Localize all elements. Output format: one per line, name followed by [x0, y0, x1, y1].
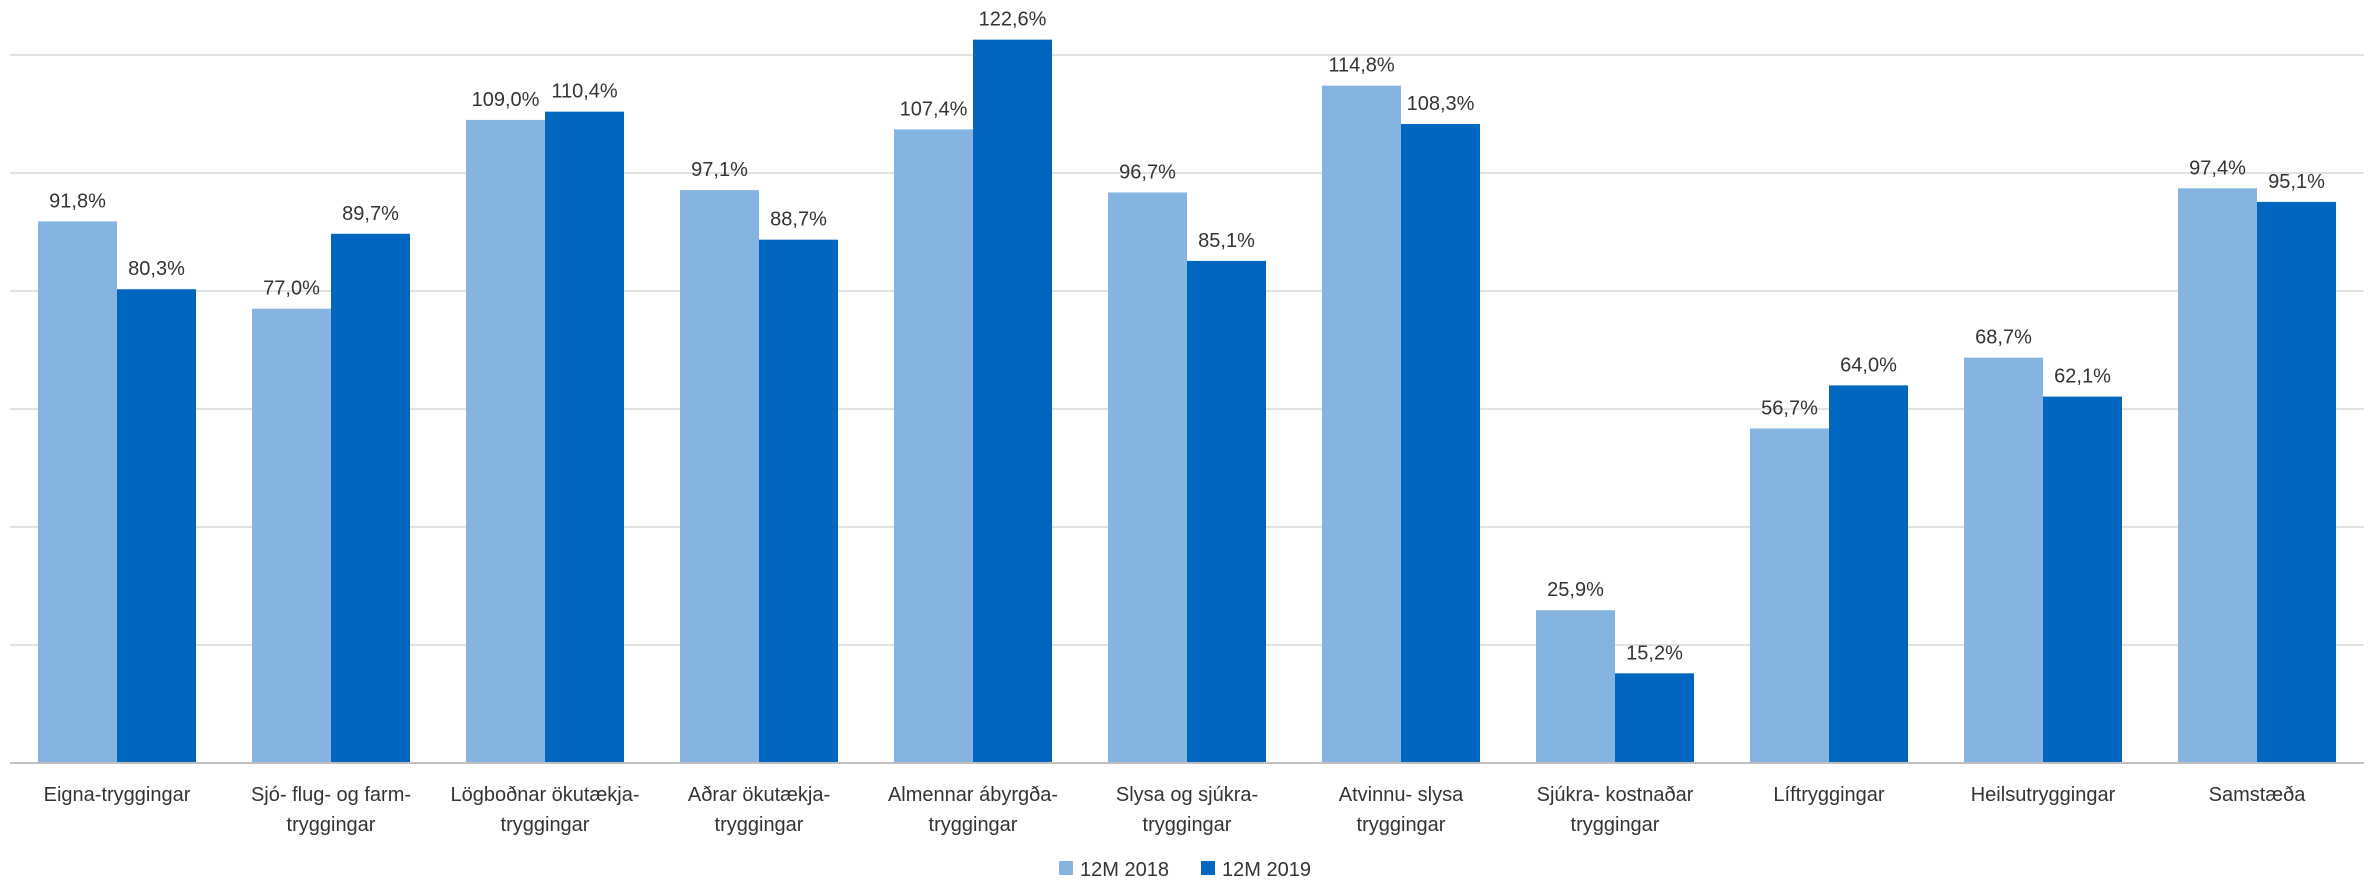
category-label: Samstæða	[2209, 784, 2307, 806]
bar	[1401, 124, 1480, 763]
category-label: Líftryggingar	[1773, 784, 1885, 806]
category-label: Heilsutryggingar	[1971, 784, 2116, 806]
legend-label: 12M 2018	[1080, 859, 1169, 881]
category-label: Almennar ábyrgða-	[888, 784, 1058, 806]
bar	[973, 40, 1052, 763]
data-label: 96,7%	[1119, 161, 1176, 183]
data-label: 64,0%	[1840, 354, 1897, 376]
bar	[680, 190, 759, 763]
bar	[117, 289, 196, 763]
bar	[2043, 397, 2122, 763]
category-label: Atvinnu- slysa	[1339, 784, 1464, 806]
data-label: 122,6%	[979, 9, 1047, 31]
category-label: Lögboðnar ökutækja-	[450, 784, 639, 806]
category-label: Sjúkra- kostnaðar	[1537, 784, 1694, 806]
data-label: 80,3%	[128, 258, 185, 280]
legend-swatch	[1059, 861, 1073, 875]
bars	[38, 40, 2336, 763]
data-label: 97,4%	[2189, 157, 2246, 179]
data-label: 85,1%	[1198, 230, 1255, 252]
bar	[1964, 358, 2043, 763]
bar	[894, 129, 973, 763]
data-label: 89,7%	[342, 203, 399, 225]
category-label: tryggingar	[929, 814, 1018, 836]
category-label: tryggingar	[287, 814, 376, 836]
category-label: tryggingar	[1357, 814, 1446, 836]
data-label: 77,0%	[263, 278, 320, 300]
data-label: 91,8%	[49, 190, 106, 212]
bar	[1829, 385, 1908, 763]
bar	[545, 112, 624, 763]
legend-label: 12M 2019	[1222, 859, 1311, 881]
category-label: Slysa og sjúkra-	[1116, 784, 1258, 806]
legend: 12M 2018 12M 2019	[1059, 859, 1311, 881]
data-label: 25,9%	[1547, 579, 1604, 601]
bar	[1750, 428, 1829, 763]
category-label: Eigna-tryggingar	[44, 784, 191, 806]
data-label: 114,8%	[1328, 55, 1395, 77]
category-label: tryggingar	[715, 814, 804, 836]
data-label: 107,4%	[900, 98, 968, 120]
bar	[252, 309, 331, 763]
data-label: 110,4%	[551, 81, 618, 103]
category-labels: Eigna-tryggingar Sjó- flug- og farm-trygg…	[44, 784, 2307, 836]
bar	[1615, 673, 1694, 763]
category-label: Aðrar ökutækja-	[688, 784, 830, 806]
bar	[1108, 192, 1187, 763]
data-label: 88,7%	[770, 209, 827, 231]
category-label: tryggingar	[1143, 814, 1232, 836]
bar	[759, 240, 838, 763]
category-label: tryggingar	[501, 814, 590, 836]
bar	[466, 120, 545, 763]
data-label: 68,7%	[1975, 327, 2032, 349]
bar	[331, 234, 410, 763]
bar	[2257, 202, 2336, 763]
data-label: 108,3%	[1407, 93, 1475, 115]
category-label: Sjó- flug- og farm-	[251, 784, 411, 806]
data-label: 62,1%	[2054, 366, 2111, 388]
data-label: 56,7%	[1761, 397, 1818, 419]
data-label: 109,0%	[472, 89, 540, 111]
data-label: 97,1%	[691, 159, 748, 181]
data-label: 15,2%	[1626, 642, 1683, 664]
bar	[38, 221, 117, 763]
bar	[1536, 610, 1615, 763]
data-label: 95,1%	[2268, 171, 2325, 193]
bar	[1322, 86, 1401, 763]
bar	[2178, 188, 2257, 763]
category-label: tryggingar	[1571, 814, 1660, 836]
bar	[1187, 261, 1266, 763]
legend-swatch	[1201, 861, 1215, 875]
